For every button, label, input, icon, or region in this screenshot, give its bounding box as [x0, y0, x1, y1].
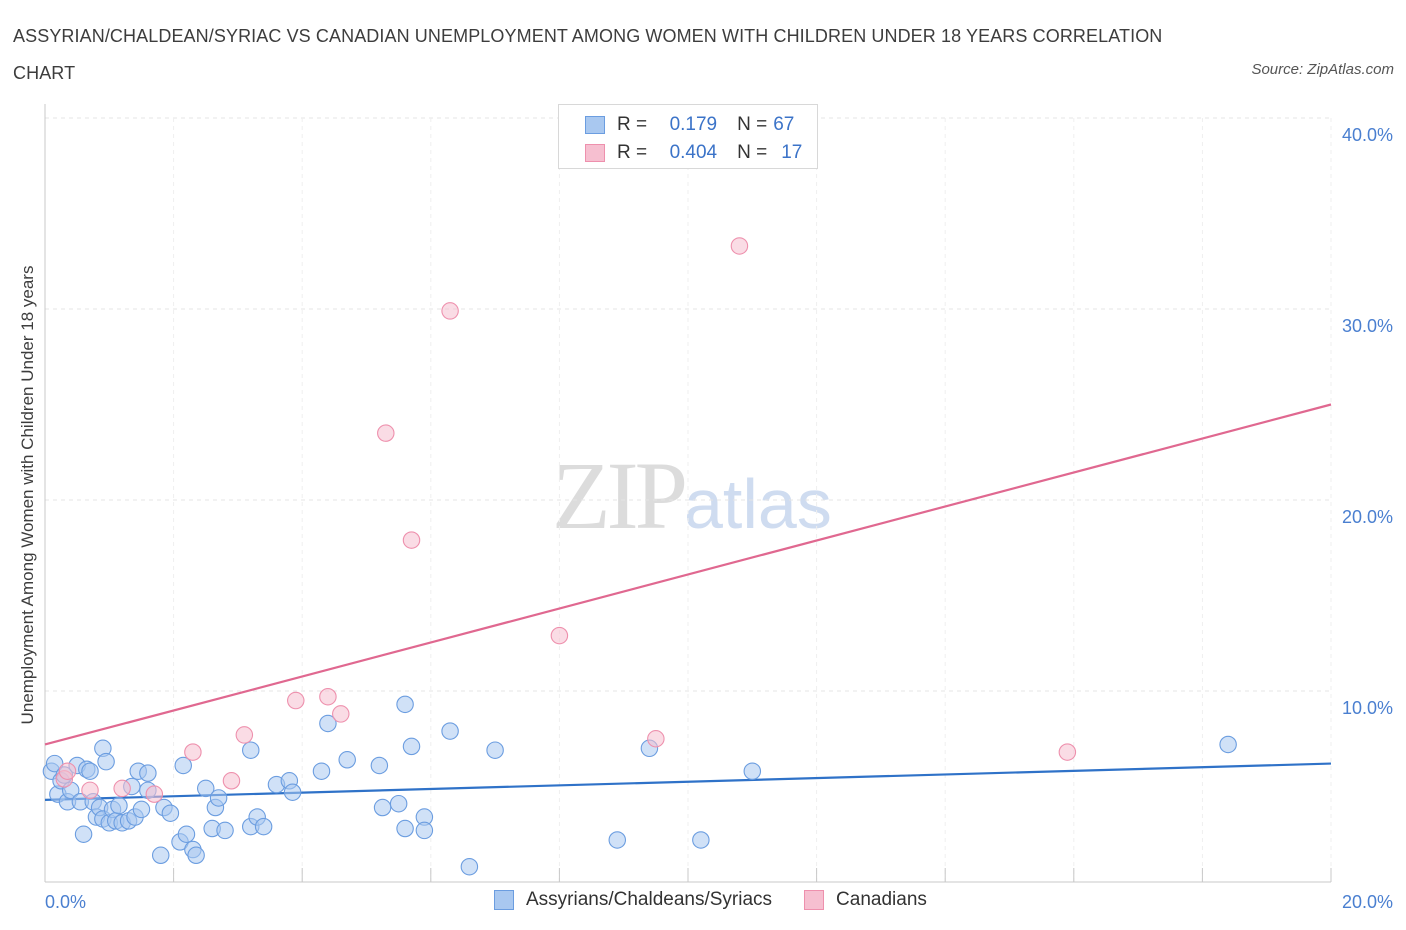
data-point-series-1	[197, 779, 215, 798]
data-point-series-1	[415, 821, 434, 840]
trend-line-series-1	[44, 762, 1332, 801]
legend-row-series1: R = 0.179 N = 67	[585, 114, 794, 136]
data-point-series-1	[242, 741, 260, 759]
data-point-series-1	[312, 762, 331, 780]
series-legend-label-assyrians: Assyrians/Chaldeans/Syriacs	[526, 889, 773, 910]
data-point-series-2	[113, 779, 131, 798]
data-point-series-1	[338, 751, 356, 769]
tick-labels: 10.0% 20.0% 30.0% 40.0% 0.0% 20.0%	[45, 125, 1393, 912]
data-point-series-2	[145, 785, 164, 803]
data-point-series-1	[110, 796, 128, 815]
data-point-series-1	[319, 714, 337, 733]
data-point-series-1	[608, 831, 627, 849]
axes	[44, 104, 1332, 883]
data-point-series-2	[58, 762, 77, 780]
legend-row-series2: R = 0.404 N = 17	[585, 142, 802, 164]
data-point-series-2	[319, 687, 337, 706]
legend-swatch-series1	[585, 116, 605, 134]
data-point-series-1	[132, 800, 151, 819]
legend-swatch-series2	[585, 144, 605, 162]
data-point-series-1	[396, 695, 414, 714]
data-point-series-1	[402, 737, 421, 756]
data-point-series-1	[177, 825, 196, 843]
data-point-series-1	[743, 762, 762, 780]
data-point-series-2	[377, 424, 395, 442]
data-point-series-2	[332, 705, 350, 723]
data-point-series-1	[373, 798, 392, 817]
data-point-series-1	[187, 846, 205, 865]
data-point-series-2	[287, 691, 305, 710]
data-point-series-1	[441, 722, 459, 740]
data-point-series-1	[97, 752, 115, 771]
series-legend-item-assyrians[interactable]: Assyrians/Chaldeans/Syriacs	[494, 889, 772, 911]
data-point-series-2	[441, 302, 459, 320]
data-point-series-2	[647, 729, 665, 748]
series-legend: Assyrians/Chaldeans/Syriacs Canadians	[494, 889, 959, 911]
legend-r-label: R =	[617, 142, 648, 163]
x-tick-label: 0.0%	[45, 892, 86, 912]
data-point-series-1	[74, 825, 93, 843]
data-point-series-2	[1058, 743, 1077, 761]
correlation-legend: R = 0.179 N = 67 R = 0.404 N = 17	[558, 104, 818, 169]
data-point-series-2	[235, 726, 254, 744]
series-legend-swatch-canadians	[804, 890, 825, 910]
data-point-series-1	[139, 764, 157, 782]
legend-n-label: N =	[737, 114, 768, 135]
data-point-series-2	[184, 743, 202, 761]
data-point-series-1	[1219, 735, 1237, 754]
data-point-series-2	[222, 772, 241, 790]
watermark-atlas: atlas	[684, 465, 832, 543]
legend-n-value: 17	[781, 142, 803, 163]
data-point-series-1	[460, 857, 479, 876]
data-point-series-2	[730, 237, 749, 255]
data-point-series-1	[45, 754, 64, 773]
data-point-series-1	[216, 821, 234, 840]
data-point-series-2	[81, 781, 99, 800]
legend-r-label: R =	[617, 114, 648, 135]
x-tick-label: 20.0%	[1342, 892, 1393, 912]
data-point-series-1	[151, 846, 170, 865]
legend-n-label: N =	[737, 142, 768, 163]
y-tick-label: 20.0%	[1342, 507, 1393, 527]
data-point-series-1	[486, 741, 504, 759]
watermark-zip: ZIP	[552, 442, 688, 549]
data-point-series-2	[550, 626, 569, 645]
data-point-series-1	[370, 756, 389, 775]
data-points	[42, 237, 1237, 876]
data-point-series-1	[81, 762, 99, 780]
series-legend-label-canadians: Canadians	[836, 889, 927, 910]
data-point-series-1	[161, 804, 180, 822]
data-point-series-1	[209, 789, 228, 807]
legend-r-value: 0.179	[669, 114, 718, 135]
data-point-series-1	[174, 756, 192, 775]
y-tick-label: 10.0%	[1342, 698, 1393, 718]
trend-line-series-2	[44, 403, 1332, 746]
grid-lines	[45, 117, 1332, 882]
source-note: Source: ZipAtlas.com	[1251, 61, 1394, 78]
legend-n-value: 67	[773, 114, 795, 135]
y-tick-label: 30.0%	[1342, 316, 1393, 336]
data-point-series-1	[283, 783, 302, 801]
data-point-series-2	[402, 531, 421, 549]
trend-lines	[44, 403, 1332, 801]
chart-title: ASSYRIAN/CHALDEAN/SYRIAC VS CANADIAN UNE…	[13, 26, 1163, 83]
series-legend-swatch-assyrians	[494, 890, 514, 910]
watermark: ZIPatlas	[552, 440, 832, 551]
legend-r-value: 0.404	[669, 142, 718, 163]
data-point-series-1	[396, 819, 414, 838]
data-point-series-1	[254, 817, 273, 836]
data-point-series-1	[692, 831, 710, 849]
series-legend-item-canadians[interactable]: Canadians	[804, 889, 927, 911]
y-tick-label: 40.0%	[1342, 125, 1393, 145]
data-point-series-1	[389, 794, 408, 813]
